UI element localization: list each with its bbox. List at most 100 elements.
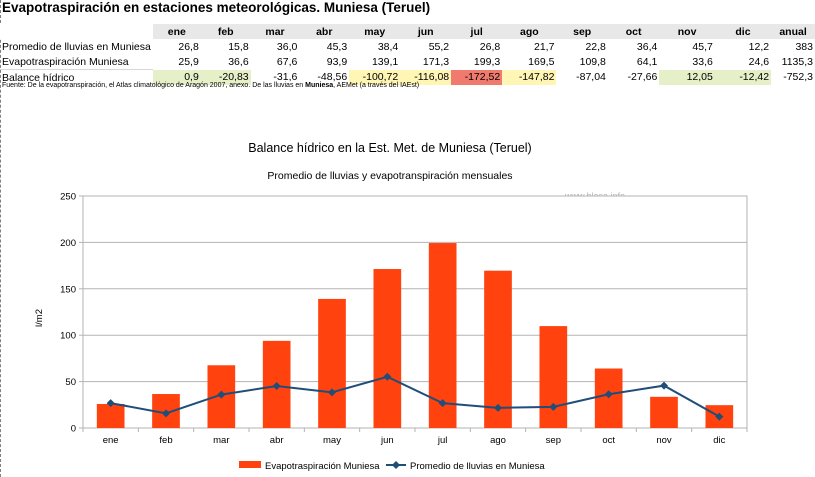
table-corner-cell bbox=[0, 24, 153, 39]
row-label: Balance hídrico bbox=[0, 69, 153, 85]
legend-swatch-marker bbox=[392, 461, 400, 469]
table-cell-annual: 1135,3 bbox=[781, 55, 813, 68]
page-title: Evapotraspiración en estaciones meteorol… bbox=[2, 0, 431, 15]
balance-cell: -147,82 bbox=[502, 69, 557, 85]
x-tick-label: nov bbox=[656, 435, 672, 446]
chart-title: Balance hídrico en la Est. Met. de Munie… bbox=[248, 141, 531, 155]
balance-cell: -31,6 bbox=[250, 69, 300, 85]
table-cell: 36,4 bbox=[636, 40, 658, 53]
table-cell: 67,6 bbox=[276, 55, 298, 68]
x-tick-label: abr bbox=[270, 435, 284, 446]
line-point bbox=[272, 381, 281, 390]
table-cell: 45,7 bbox=[692, 40, 713, 53]
table-cell: 171,3 bbox=[422, 55, 450, 68]
table-cell: 139,1 bbox=[371, 55, 399, 68]
x-tick-label: may bbox=[323, 435, 341, 446]
table-row-balance: Balance hídrico 0,9 -20,83 -31,6 -48,56 … bbox=[0, 69, 815, 85]
balance-cell: -27,66 bbox=[607, 69, 660, 85]
series-line bbox=[110, 375, 720, 418]
data-table: ene feb mar abr may jun jul ago sep oct … bbox=[0, 24, 815, 85]
page-left-border bbox=[0, 0, 1, 477]
table-cell: 199,3 bbox=[473, 55, 501, 68]
line-point bbox=[162, 409, 170, 418]
row-label: Evapotraspiración Muniesa bbox=[2, 55, 129, 68]
table-row-rainfall: Promedio de lluvias en Muniesa 26,8 15,8… bbox=[0, 39, 815, 54]
balance-cell: -48,56 bbox=[299, 69, 350, 85]
line-point bbox=[494, 403, 502, 412]
month-header: ene bbox=[152, 24, 201, 39]
y-tick-label: 200 bbox=[60, 238, 76, 249]
x-tick-label: sep bbox=[546, 435, 561, 446]
table-cell: 25,9 bbox=[178, 55, 199, 68]
source-suffix: , AEMet (a través del IAEst) bbox=[333, 82, 420, 89]
table-cell: 64,1 bbox=[636, 55, 658, 68]
x-tick-label: dic bbox=[713, 435, 725, 446]
bar bbox=[96, 403, 125, 428]
y-tick-label: 250 bbox=[60, 192, 76, 203]
row-label: Promedio de lluvias en Muniesa bbox=[2, 40, 151, 53]
balance-cell: -87,04 bbox=[556, 69, 608, 85]
table-cell: 169,5 bbox=[528, 55, 555, 68]
month-header: sep bbox=[556, 24, 608, 39]
table-row-evapotranspiration: Evapotraspiración Muniesa 25,9 36,6 67,6… bbox=[0, 54, 815, 70]
bar bbox=[484, 270, 512, 428]
month-header: jun bbox=[400, 24, 452, 39]
y-tick-label: 0 bbox=[71, 424, 76, 435]
table-cell: 15,8 bbox=[228, 40, 249, 53]
balance-cell: -12,42 bbox=[714, 69, 772, 85]
legend-swatch-bar bbox=[239, 461, 261, 468]
legend-label: Promedio de lluvias en Muniesa bbox=[410, 461, 545, 472]
table-cell: 21,7 bbox=[534, 40, 555, 53]
table-cell: 24,6 bbox=[748, 55, 770, 68]
line-point bbox=[715, 412, 724, 421]
legend-label: Evapotraspiración Muniesa bbox=[265, 461, 380, 472]
bar bbox=[594, 368, 623, 428]
line-point bbox=[217, 390, 226, 399]
month-header: mar bbox=[250, 24, 300, 39]
x-tick-label: mar bbox=[213, 435, 229, 446]
table-cell: 55,2 bbox=[428, 40, 450, 53]
source-bold: Muniesa bbox=[305, 82, 334, 89]
y-axis-label: l/m2 bbox=[34, 309, 45, 327]
balance-cell-annual: -752,3 bbox=[771, 69, 815, 85]
x-tick-label: ago bbox=[490, 435, 506, 446]
month-header: may bbox=[349, 24, 401, 39]
balance-cell: 0,9 bbox=[152, 69, 201, 85]
line-point bbox=[660, 381, 668, 390]
table-cell: 12,2 bbox=[748, 40, 770, 53]
balance-cell: -116,08 bbox=[400, 69, 452, 85]
table-cell: 109,8 bbox=[579, 55, 606, 68]
table-cell: 26,8 bbox=[479, 40, 501, 53]
x-tick-label: oct bbox=[602, 435, 615, 446]
table-header-row: ene feb mar abr may jun jul ago sep oct … bbox=[0, 24, 815, 39]
bar bbox=[428, 243, 457, 428]
month-header: oct bbox=[607, 24, 660, 39]
month-header: abr bbox=[299, 24, 350, 39]
x-tick-label: ene bbox=[103, 435, 119, 446]
line-point bbox=[328, 388, 336, 397]
bar bbox=[539, 326, 568, 428]
month-header: ago bbox=[502, 24, 557, 39]
source-note: Fuente: De la evapotranspiración, el Atl… bbox=[2, 82, 419, 89]
line-point bbox=[106, 399, 115, 408]
table-cell: 26,8 bbox=[178, 40, 199, 53]
table-cell: 36,6 bbox=[228, 55, 249, 68]
table-cell: 36,0 bbox=[276, 40, 298, 53]
x-tick-label: feb bbox=[159, 435, 172, 446]
y-tick-label: 150 bbox=[60, 284, 76, 295]
line-point bbox=[549, 402, 558, 411]
table-cell-annual: 383 bbox=[795, 40, 813, 53]
month-header: jul bbox=[451, 24, 503, 39]
plot-area bbox=[82, 195, 748, 429]
table-cell: 93,9 bbox=[326, 55, 348, 68]
y-tick-label: 50 bbox=[65, 377, 76, 388]
table-cell: 33,6 bbox=[692, 55, 713, 68]
chart-subtitle: Promedio de lluvias y evapotranspiración… bbox=[267, 170, 512, 182]
table-cell: 38,4 bbox=[377, 40, 399, 53]
y-tick-label: 100 bbox=[60, 331, 76, 342]
line-point bbox=[438, 399, 447, 408]
bar bbox=[373, 269, 402, 428]
month-header: dic bbox=[714, 24, 772, 39]
table-cell: 45,3 bbox=[326, 40, 348, 53]
